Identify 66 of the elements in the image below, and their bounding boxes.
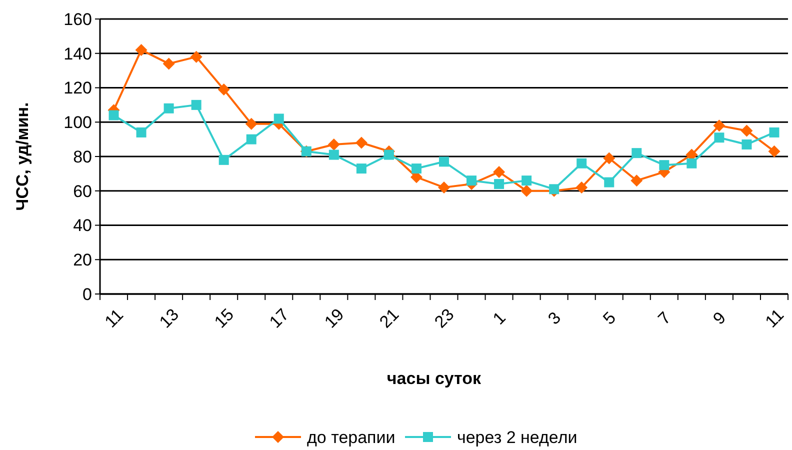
point (136, 127, 146, 138)
x-tick-label: 13 (156, 304, 183, 332)
point (411, 164, 422, 174)
y-tick-label: 120 (64, 78, 92, 98)
x-tick-label: 21 (376, 304, 403, 332)
x-tick-label: 17 (266, 304, 293, 332)
y-tick-label: 140 (64, 44, 92, 64)
point (384, 150, 394, 160)
point (493, 166, 506, 178)
point (218, 83, 230, 96)
point (742, 139, 752, 150)
point (190, 50, 202, 63)
point (466, 176, 477, 186)
x-axis-title: часы суток (386, 369, 482, 388)
point (576, 181, 588, 194)
point (549, 184, 560, 194)
point (714, 132, 724, 143)
point (630, 174, 643, 187)
point (162, 58, 175, 70)
point (218, 154, 229, 165)
point (632, 148, 642, 158)
point (576, 158, 587, 168)
legend-label: через 2 недели (457, 428, 578, 447)
y-tick-label: 100 (64, 113, 92, 132)
point (108, 110, 119, 120)
point (328, 138, 340, 150)
point (686, 158, 697, 168)
x-tick-label: 3 (544, 308, 564, 328)
x-tick-label: 7 (654, 308, 675, 328)
x-tick-label: 19 (320, 304, 348, 332)
legend-label: до терапии (307, 428, 396, 447)
point (246, 134, 256, 144)
point (328, 150, 339, 160)
x-tick-label: 1 (489, 308, 510, 328)
point (520, 184, 533, 197)
point (191, 100, 202, 110)
point (355, 136, 368, 149)
y-tick-label: 60 (73, 182, 92, 201)
point (713, 120, 726, 132)
point (769, 127, 780, 138)
point (135, 44, 148, 56)
point (438, 181, 450, 194)
point (768, 145, 780, 158)
y-tick-label: 20 (73, 250, 92, 270)
x-tick-label: 11 (101, 305, 128, 332)
point (439, 156, 449, 167)
x-tick-label: 23 (430, 304, 458, 332)
y-tick-label: 40 (73, 216, 92, 236)
point (603, 152, 616, 164)
point (494, 179, 504, 189)
point (274, 114, 284, 124)
point (245, 118, 258, 130)
x-tick-label: 11 (762, 305, 788, 332)
y-axis-title: ЧСС, уд/мин. (13, 102, 32, 211)
point (164, 103, 174, 114)
y-tick-label: 80 (73, 147, 92, 166)
point (659, 160, 670, 170)
y-tick-label: 0 (82, 284, 92, 304)
x-tick-label: 9 (709, 308, 730, 328)
y-tick-label: 160 (64, 10, 92, 29)
point (356, 164, 366, 174)
point (604, 177, 614, 188)
point (740, 124, 753, 137)
point (522, 176, 532, 186)
x-tick-label: 5 (599, 308, 620, 328)
x-tick-label: 15 (210, 304, 238, 332)
